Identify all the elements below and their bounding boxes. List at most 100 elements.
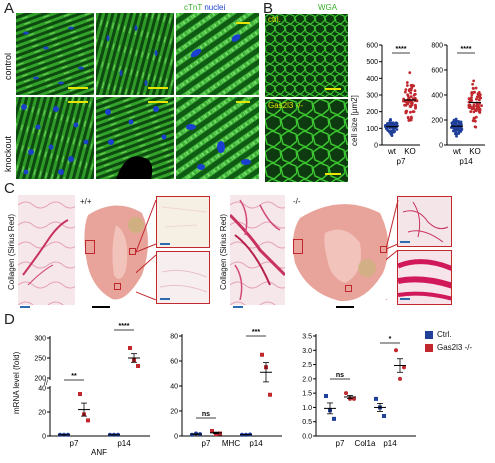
data-point (471, 119, 475, 123)
data-point (395, 121, 399, 125)
micrograph-knockout-2 (96, 97, 174, 179)
scale-bar (160, 298, 170, 300)
data-point (407, 100, 411, 103)
panel-a-legend: cTnT nuclei (184, 3, 225, 12)
roi-box-ko-3 (345, 285, 352, 292)
data-point (210, 429, 214, 433)
y-tick-label: 600 (431, 68, 443, 75)
data-point (473, 90, 476, 94)
data-point (455, 127, 459, 131)
y-tick-label: 40 (170, 384, 178, 391)
data-point (332, 416, 336, 421)
data-point (473, 116, 476, 120)
connector-lines-ko (386, 200, 399, 300)
data-point (408, 71, 412, 75)
cell-size-ylabel: cell size [µm2] (350, 95, 359, 146)
data-point (477, 103, 480, 107)
wga-ko-label: Gas2l3 -/- (268, 101, 304, 110)
y-tick-label: 400 (366, 76, 378, 83)
scale-bar (336, 306, 354, 308)
significance-label: **** (119, 323, 130, 330)
data-point (474, 97, 478, 101)
data-point (218, 431, 222, 436)
data-point (455, 134, 458, 138)
data-point (412, 84, 416, 88)
data-point (456, 132, 460, 136)
gene-label: MHC (222, 439, 240, 448)
micrograph-control-2 (96, 13, 174, 95)
y-tick-label: 800 (431, 43, 443, 50)
data-point (413, 89, 417, 93)
scale-bar (325, 88, 341, 90)
data-point (407, 96, 411, 100)
data-point (344, 391, 348, 396)
row-label-knockout: knockout (3, 135, 13, 172)
data-point (474, 86, 478, 90)
data-point (457, 127, 461, 131)
data-point (467, 97, 471, 101)
data-point (405, 81, 409, 84)
group-label: p14 (117, 439, 131, 448)
data-point (268, 392, 272, 397)
data-point (473, 108, 477, 112)
data-point (414, 106, 417, 109)
data-point (470, 96, 473, 99)
data-point (409, 95, 413, 99)
data-point (469, 99, 472, 103)
data-point (260, 352, 264, 357)
legend-swatch-ko (425, 343, 433, 352)
data-point (415, 99, 419, 102)
data-point (395, 128, 399, 131)
y-tick-label: 2.5 (302, 362, 312, 369)
micrograph-knockout-zoom (176, 97, 259, 179)
data-point (214, 432, 218, 437)
data-point (468, 103, 472, 107)
group-label: p7 (202, 439, 211, 448)
ko-genotype-label: -/- (293, 197, 301, 206)
group-label: p14 (459, 157, 473, 166)
data-point (409, 118, 413, 122)
y-tick-label: 20 (38, 410, 46, 417)
significance-label: * (389, 336, 392, 343)
micrograph-wga-ko (265, 99, 348, 182)
legend-label-ctrl: Ctrl. (437, 330, 452, 339)
micrograph-knockout-1 (16, 97, 94, 179)
scale-bar (325, 173, 341, 175)
data-point (386, 129, 390, 132)
chart-col1a: 0.0 0.5 1.0 1.5 2.0 2.5 3.0 3.5 ns * p7 p14 Col1a (302, 334, 416, 448)
scale-bar (233, 306, 243, 308)
gene-label: Col1a (355, 439, 376, 448)
significance-label: ns (202, 411, 210, 418)
legend-nuclei: nuclei (204, 3, 226, 12)
data-point (470, 93, 474, 97)
x-category-label: KO (469, 147, 481, 156)
group-label: p14 (249, 439, 263, 448)
row-label-control: control (3, 52, 13, 80)
roi-box-wt-2 (129, 248, 136, 255)
scale-bar (160, 243, 170, 245)
data-point (403, 90, 407, 94)
heart-section-ko (292, 204, 389, 302)
data-point (410, 84, 414, 88)
y-tick-label: 200 (431, 118, 443, 125)
y-tick-label: 3.5 (302, 334, 312, 341)
legend-item-ctrl: Ctrl. (425, 330, 472, 339)
data-point (402, 365, 406, 370)
data-point (405, 101, 409, 105)
collagen-label-wt: Collagen (Sirius Red) (7, 213, 16, 290)
data-point (406, 115, 410, 119)
axis-break: // (44, 380, 48, 387)
x-category-label: KO (404, 147, 416, 156)
group-label: p14 (383, 439, 397, 448)
panel-b-letter: B (263, 0, 274, 17)
data-point (86, 418, 90, 423)
data-point (398, 376, 402, 381)
y-tick-label: 60 (170, 359, 178, 366)
wt-genotype-label: +/+ (80, 197, 92, 206)
group-label: p7 (336, 439, 345, 448)
data-point (473, 119, 477, 123)
y-tick-label: 0 (439, 143, 443, 150)
sirius-inset-wt-bottom (156, 251, 210, 304)
